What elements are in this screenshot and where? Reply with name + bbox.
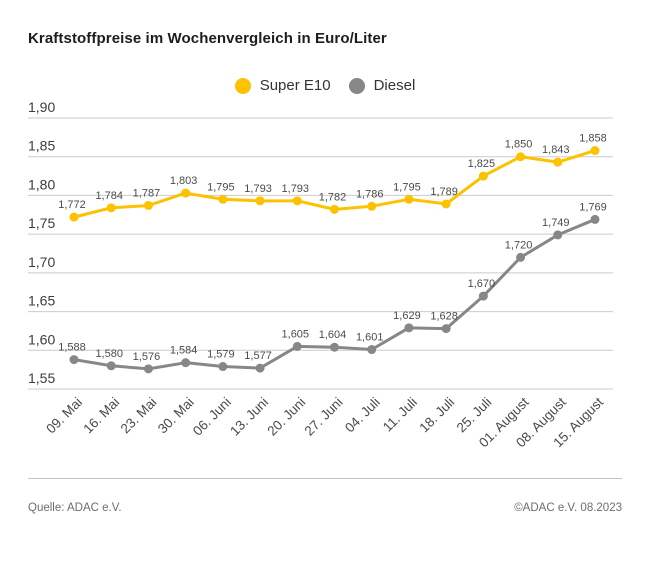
super-e10-value-label: 1,793: [282, 183, 310, 195]
chart-legend: Super E10 Diesel: [0, 77, 650, 94]
super-e10-data-point: [255, 196, 265, 206]
diesel-data-point: [367, 345, 377, 355]
super-e10-value-label: 1,787: [133, 187, 161, 199]
series-diesel: 1,588 1,580 1,576 1,584 1,579 1,577 1,605 1,604…: [58, 201, 607, 374]
x-tick-label: 16. Mai: [80, 395, 122, 437]
copyright-note: ©ADAC e.V. 08.2023: [514, 502, 622, 514]
super-e10-data-point: [330, 204, 339, 214]
super-e10-value-label: 1,795: [393, 181, 421, 193]
x-tick-label: 06. Juni: [190, 395, 234, 439]
x-tick-label: 09. Mai: [43, 395, 85, 437]
super-e10-value-label: 1,850: [505, 139, 533, 151]
diesel-data-point: [218, 362, 228, 372]
y-tick-label: 1,55: [28, 370, 55, 386]
super-e10-value-label: 1,772: [58, 199, 86, 211]
super-e10-value-label: 1,784: [95, 190, 123, 202]
legend-item-super-e10: Super E10: [234, 77, 331, 94]
diesel-data-point: [292, 341, 302, 351]
legend-label-super-e10: Super E10: [259, 77, 331, 94]
diesel-value-label: 1,604: [319, 329, 347, 341]
x-tick-label: 11. Juli: [380, 395, 420, 435]
super-e10-data-point: [69, 212, 79, 222]
x-tick-label: 27. Juni: [302, 395, 346, 439]
diesel-data-point: [106, 361, 116, 371]
diesel-value-label: 1,601: [356, 332, 384, 344]
diesel-dot-icon: [348, 77, 365, 94]
super-e10-data-point: [478, 171, 488, 181]
legend-item-diesel: Diesel: [348, 77, 416, 94]
y-tick-label: 1,90: [28, 99, 55, 115]
x-tick-label: 20. Juni: [264, 395, 308, 439]
y-grid: 1,90 1,85 1,80 1,75 1,70 1,65 1,60 1,55: [28, 99, 613, 390]
diesel-value-label: 1,588: [58, 342, 86, 354]
super-e10-data-point: [292, 196, 302, 206]
super-e10-data-point: [516, 152, 526, 162]
x-tick-label: 13. Juni: [227, 395, 271, 439]
super-e10-value-label: 1,789: [430, 186, 458, 198]
x-tick-label: 04. Juli: [342, 395, 383, 436]
super-e10-data-point: [404, 194, 414, 204]
diesel-value-label: 1,628: [430, 311, 458, 323]
y-tick-label: 1,85: [28, 138, 55, 154]
super-e10-value-label: 1,793: [244, 183, 272, 195]
footer-divider: [28, 478, 622, 479]
diesel-data-point: [404, 323, 414, 333]
y-tick-label: 1,75: [28, 215, 55, 231]
super-e10-data-point: [218, 194, 228, 204]
diesel-value-label: 1,749: [542, 217, 570, 229]
super-e10-value-label: 1,858: [579, 133, 607, 145]
legend-label-diesel: Diesel: [373, 77, 416, 94]
super-e10-data-point: [181, 188, 191, 198]
super-e10-value-label: 1,786: [356, 188, 384, 200]
diesel-data-point: [516, 252, 526, 262]
super-e10-value-label: 1,825: [468, 158, 496, 170]
diesel-value-label: 1,769: [579, 201, 607, 213]
super-e10-data-point: [441, 199, 451, 209]
diesel-value-label: 1,720: [505, 239, 533, 251]
super-e10-data-point: [553, 157, 563, 167]
super-e10-value-label: 1,795: [207, 181, 235, 193]
diesel-data-point: [553, 230, 563, 240]
y-tick-label: 1,60: [28, 331, 55, 347]
diesel-data-point: [69, 355, 79, 365]
diesel-data-point: [255, 363, 265, 373]
diesel-value-label: 1,605: [282, 328, 310, 340]
super-e10-data-point: [143, 200, 153, 210]
diesel-data-point: [143, 364, 153, 374]
diesel-value-label: 1,579: [207, 349, 235, 361]
super-e10-data-point: [367, 201, 377, 211]
super-e10-value-label: 1,843: [542, 144, 570, 156]
diesel-value-label: 1,584: [170, 345, 198, 357]
y-tick-label: 1,70: [28, 254, 55, 270]
diesel-data-point: [441, 324, 451, 334]
x-tick-label: 30. Mai: [155, 395, 197, 437]
super-e10-value-label: 1,803: [170, 175, 198, 187]
x-tick-label: 18. Juli: [416, 395, 457, 436]
diesel-data-point: [590, 214, 600, 224]
diesel-value-label: 1,670: [468, 278, 496, 290]
series-super-e10: 1,772 1,784 1,787 1,803 1,795 1,793 1,793 1,782…: [58, 133, 607, 222]
diesel-value-label: 1,580: [95, 348, 123, 360]
source-note: Quelle: ADAC e.V.: [28, 502, 122, 514]
diesel-value-label: 1,629: [393, 310, 421, 322]
x-tick-label: 23. Mai: [118, 395, 160, 437]
diesel-value-label: 1,576: [133, 351, 161, 363]
chart-footer: Quelle: ADAC e.V. ©ADAC e.V. 08.2023: [28, 502, 622, 514]
diesel-data-point: [330, 342, 339, 352]
y-tick-label: 1,65: [28, 293, 55, 309]
y-tick-label: 1,80: [28, 176, 55, 192]
super-e10-data-point: [590, 146, 600, 156]
diesel-data-point: [478, 291, 488, 301]
super-e10-data-point: [106, 203, 116, 213]
chart-title: Kraftstoffpreise im Wochenvergleich in E…: [28, 30, 387, 47]
super-e10-dot-icon: [234, 77, 251, 94]
super-e10-value-label: 1,782: [319, 191, 347, 203]
diesel-data-point: [181, 358, 191, 368]
diesel-value-label: 1,577: [244, 350, 272, 362]
